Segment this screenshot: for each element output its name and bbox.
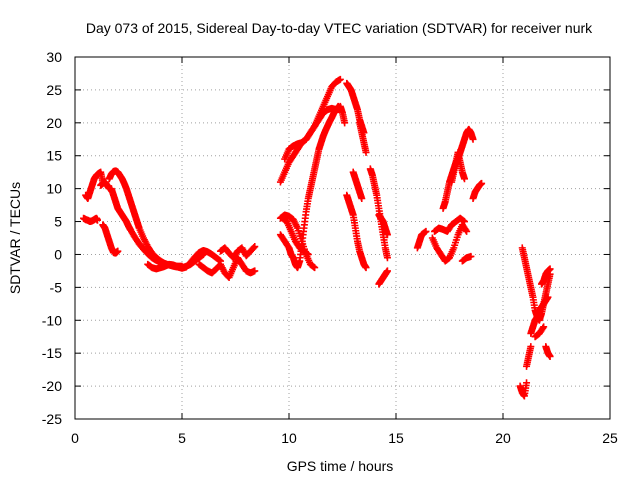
data-markers	[80, 75, 554, 400]
series-arc-y	[431, 214, 468, 235]
data-point-marker	[463, 227, 471, 235]
x-tick-label: 0	[71, 430, 79, 446]
data-point-marker	[460, 218, 468, 226]
data-point-marker	[336, 75, 344, 83]
series-arc-w	[413, 227, 430, 252]
y-tick-label: -20	[42, 378, 62, 394]
data-point-marker	[250, 243, 258, 251]
y-tick-label: -15	[42, 345, 62, 361]
data-point-marker	[527, 343, 535, 351]
series-arc-s	[349, 168, 366, 203]
data-point-marker	[114, 247, 122, 255]
data-point-marker	[383, 254, 391, 262]
data-point-marker	[544, 293, 552, 301]
series-arc-ab	[469, 179, 486, 203]
y-tick-label: 0	[54, 246, 62, 262]
series-arc-ai	[538, 265, 554, 288]
y-tick-label: -10	[42, 312, 62, 328]
data-point-marker	[478, 179, 486, 187]
y-tick-label: 25	[46, 82, 62, 98]
data-point-marker	[358, 195, 366, 203]
y-axis-title: SDTVAR / TECUs	[7, 182, 23, 294]
data-point-marker	[546, 265, 554, 273]
data-point-marker	[462, 226, 470, 234]
series-arc-aa	[448, 148, 468, 186]
x-tick-label: 10	[281, 430, 297, 446]
series-arc-d	[99, 221, 122, 257]
series-arc-n	[279, 214, 312, 258]
data-point-marker	[540, 323, 548, 331]
y-tick-label: -5	[50, 279, 63, 295]
data-point-marker	[469, 135, 477, 143]
data-point-marker	[93, 216, 101, 224]
x-tick-label: 15	[388, 430, 404, 446]
data-point-marker	[251, 243, 259, 251]
y-tick-label: 5	[54, 214, 62, 230]
x-tick-label: 5	[178, 430, 186, 446]
series-arc-x	[428, 221, 471, 265]
y-tick-label: 10	[46, 181, 62, 197]
y-tick-label: 15	[46, 148, 62, 164]
series-arc-r	[343, 191, 370, 272]
chart-title: Day 073 of 2015, Sidereal Day-to-day VTE…	[86, 20, 593, 36]
y-tick-label: 20	[46, 115, 62, 131]
data-point-marker	[467, 252, 475, 260]
data-point-marker	[523, 379, 531, 387]
series-arc-ah	[531, 323, 548, 341]
series-arc-af	[518, 244, 554, 324]
data-point-marker	[383, 231, 391, 239]
y-tick-label: -25	[42, 411, 62, 427]
series-arc-a	[80, 214, 101, 226]
series-arc-ag	[527, 293, 552, 337]
series-arc-v	[375, 211, 391, 239]
y-tick-label: 30	[46, 49, 62, 65]
series-arc-ae	[523, 343, 535, 370]
x-axis-title: GPS time / hours	[287, 458, 394, 474]
data-point-marker	[539, 324, 547, 332]
series-arc-o	[334, 102, 349, 127]
data-point-marker	[362, 264, 370, 272]
series-arc-ad	[516, 379, 531, 400]
grid-lines	[75, 57, 610, 419]
data-point-marker	[341, 119, 349, 127]
data-point-marker	[460, 175, 468, 183]
series-arc-ac	[458, 252, 475, 265]
data-point-marker	[311, 264, 319, 272]
data-point-marker	[362, 148, 370, 156]
series-arc-q	[356, 119, 370, 156]
data-point-marker	[422, 227, 430, 235]
series-arc-i	[217, 243, 259, 262]
series-arc-g	[144, 247, 225, 273]
x-tick-label: 25	[602, 430, 618, 446]
plot-frame	[74, 56, 611, 420]
tick-labels: 0 5 10 15 20 25 -25 -20 -15 -10 -5 0 5 10 15 20 25 30	[42, 49, 618, 446]
data-point-marker	[546, 352, 554, 360]
data-point-marker	[251, 267, 259, 275]
series-arc-aj	[542, 343, 554, 360]
x-tick-label: 20	[495, 430, 511, 446]
data-point-marker	[383, 267, 391, 275]
series-arc-k	[276, 104, 340, 186]
series-arc-u	[375, 267, 391, 288]
data-point-marker	[304, 250, 312, 258]
